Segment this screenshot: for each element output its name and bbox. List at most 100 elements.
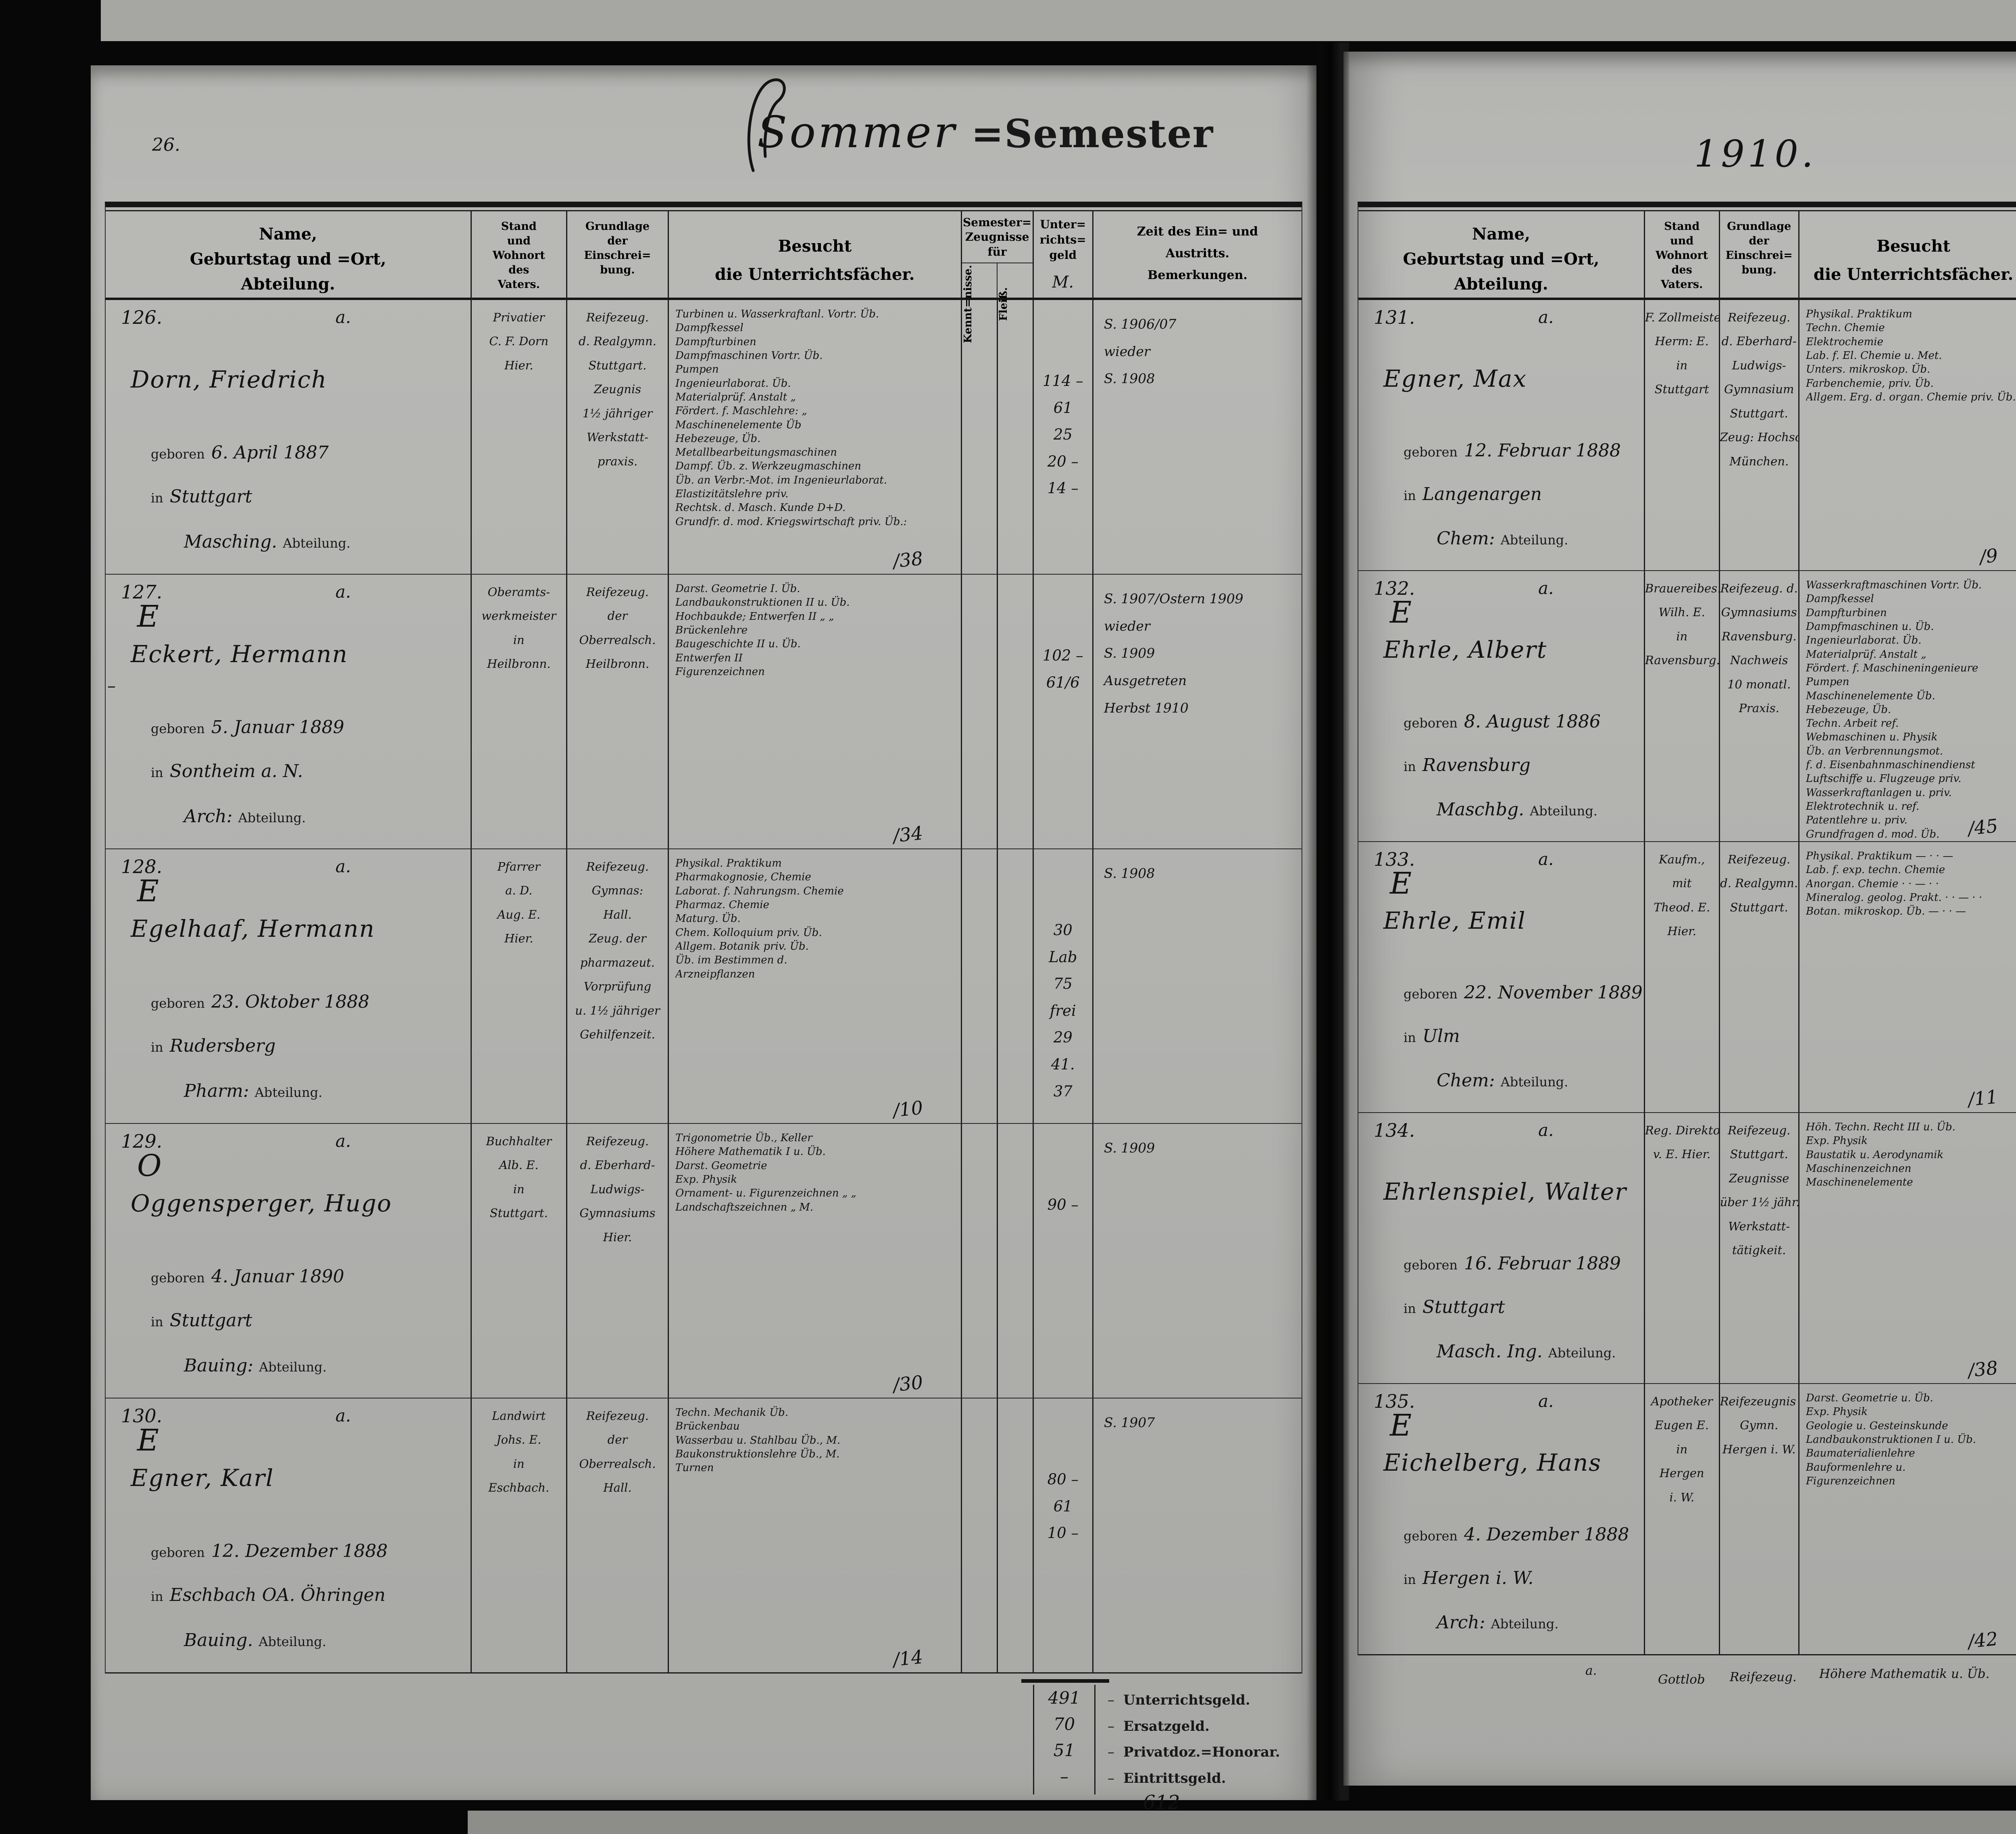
photo-background-bottom <box>468 1811 2016 1834</box>
fleiss-cell <box>996 300 1033 574</box>
register-page-right: 27. 1910. Name,Geburtstag und =Ort,Abtei… <box>1343 52 2016 1786</box>
abteilung-label: Abteilung. <box>1500 1074 1568 1090</box>
register-row: 128. a. E Egelhaaf, Hermann geboren 23. O… <box>106 848 1302 1123</box>
book-gutter-shadow <box>1306 42 1349 1801</box>
abteilung-label: Abteilung. <box>258 1634 327 1649</box>
zeit-bemerkungen-cell: S. 1906/07 wieder S. 1908 <box>1092 300 1302 574</box>
hours-tally: /11 <box>1967 1086 1999 1111</box>
abteilung-line: Maschbg. Abteilung. <box>1430 799 1597 820</box>
birthplace-line: in Stuttgart <box>151 486 252 507</box>
grundlage-cell: Reifezeug. d. Realgymn. Stuttgart. <box>1718 842 1798 1112</box>
initial-flourish: E <box>137 599 159 634</box>
abteilung-line: Masch. Ing. Abteilung. <box>1430 1341 1616 1362</box>
entry-section-letter: a. <box>335 307 351 327</box>
zeit-bemerkungen-cell: S. 1907/Ostern 1909 wieder S. 1909 Ausgetre… <box>1092 575 1302 848</box>
entry-name-cell: 135. a. E Eichelberg, Hans geboren 4. Dez… <box>1358 1384 1644 1654</box>
grundlage-cell: Reifezeug. d. Gymnasiums Ravensburg. Nachwe… <box>1718 571 1798 841</box>
entry-name-cell: – 127. a. E Eckert, Hermann geboren 5. Ja… <box>106 575 471 848</box>
father-stand-cell: Landwirt Johs. E. in Eschbach. <box>470 1398 566 1672</box>
entry-name-cell: 134. a. Ehrlenspiel, Walter geboren 16. F… <box>1358 1113 1644 1383</box>
father-stand-cell: Reg. Direktor v. E. Hier. <box>1643 1113 1719 1383</box>
birthplace-line: in Stuttgart <box>1404 1297 1505 1317</box>
zeit-bemerkungen-cell: S. 1908 <box>1092 849 1302 1123</box>
father-stand-cell: Kaufm., mit Theod. E. Hier. <box>1643 842 1719 1112</box>
birthplace-value: Rudersberg <box>169 1035 276 1056</box>
birthplace-line: in Stuttgart <box>151 1310 252 1331</box>
header-name-column: Name, Geburtstag und =Ort, Abteilung. <box>1403 225 1599 294</box>
subject-list: Höh. Techn. Recht III u. Üb. Exp. Physik B… <box>1806 1121 1956 1189</box>
student-name: Egner, Karl <box>131 1464 274 1492</box>
subjects-cell: Höh. Techn. Recht III u. Üb. Exp. Physik B… <box>1798 1113 2016 1383</box>
birthplace-value: Eschbach OA. Öhringen <box>169 1584 386 1605</box>
fragment-grundlage: Reifezeug. <box>1730 1670 1797 1684</box>
grundlage-cell: Reifezeug. d. Eberhard- Ludwigs- Gymnasiums… <box>566 1124 668 1398</box>
geboren-label: geboren <box>151 996 205 1011</box>
entry-section-letter: a. <box>335 857 351 876</box>
header-grundlage-column: Grundlage der Einschrei= bung. <box>566 211 668 345</box>
initial-flourish: E <box>137 874 159 909</box>
entry-number: 128. <box>121 856 162 877</box>
fleiss-cell <box>996 1124 1033 1398</box>
birthplace-line: in Langenargen <box>1404 484 1542 504</box>
hours-tally: /38 <box>891 547 924 572</box>
register-row: 130. a. E Egner, Karl geboren 12. Dezembe… <box>106 1398 1302 1672</box>
abteilung-value: Arch: <box>184 806 233 827</box>
entry-number: 129. <box>121 1130 162 1152</box>
abteilung-line: Bauing. Abteilung. <box>177 1630 326 1651</box>
birthdate-line: geboren 4. Januar 1890 <box>151 1266 344 1287</box>
geboren-label: geboren <box>1404 986 1458 1002</box>
abteilung-label: Abteilung. <box>254 1084 323 1100</box>
abteilung-value: Pharm: <box>184 1080 249 1101</box>
in-label: in <box>1404 759 1416 774</box>
hours-tally: /45 <box>1967 815 1999 840</box>
zeit-bemerkungen-cell: S. 1909 <box>1092 1124 1302 1398</box>
student-name: Oggensperger, Hugo <box>131 1189 392 1217</box>
grundlage-cell: Reifezeugnis d.Gymn.Hergen i. W. <box>1718 1384 1798 1654</box>
student-name: Eichelberg, Hans <box>1383 1448 1602 1476</box>
birthplace-line: in Ulm <box>1404 1026 1460 1046</box>
entry-number: 130. <box>121 1405 162 1427</box>
register-row: 133. a. E Ehrle, Emil geboren 22. Novembe… <box>1358 841 2016 1112</box>
register-row: 129. a. O Oggensperger, Hugo geboren 4. J… <box>106 1123 1302 1398</box>
geboren-label: geboren <box>1404 1257 1458 1273</box>
birthplace-value: Ulm <box>1422 1025 1460 1046</box>
birthdate-value: 12. Dezember 1888 <box>211 1541 388 1562</box>
in-label: in <box>1404 488 1416 503</box>
subjects-cell: Physikal. Praktikum — · · — Lab. f. exp. … <box>1798 842 2016 1112</box>
abteilung-value: Maschbg. <box>1437 799 1524 820</box>
entry-section-letter: a. <box>335 1406 351 1426</box>
student-name: Egelhaaf, Hermann <box>131 915 375 942</box>
father-stand-cell: Buchhalter Alb. E. in Stuttgart. <box>470 1124 566 1398</box>
subject-list: Turbinen u. Wasserkraftanl. Vortr. Üb. Da… <box>675 308 907 528</box>
student-name: Ehrle, Emil <box>1383 907 1526 934</box>
header-zeugnisse-title: Semester= Zeugnisse für <box>962 211 1033 264</box>
abteilung-value: Arch: <box>1437 1612 1485 1633</box>
fragment-section-letter: a. <box>1585 1663 1597 1678</box>
birthdate-value: 5. Januar 1889 <box>211 717 344 738</box>
birthdate-line: geboren 8. August 1886 <box>1404 711 1601 732</box>
page-title: Sommer =Semester <box>747 78 1214 172</box>
father-stand-cell: Oberamts-werkmeister in Heilbronn. <box>470 575 566 848</box>
subjects-cell: Physikal. Praktikum Pharmakognosie, Chemi… <box>668 849 961 1123</box>
subjects-cell: Physikal. Praktikum Techn. Chemie Elektroc… <box>1798 300 2016 570</box>
father-stand-cell: Apotheker Eugen E. in Hergen i. W. <box>1643 1384 1719 1654</box>
table-header-row: Name, Geburtstag und =Ort, Abteilung. Stan… <box>1358 211 2016 345</box>
hours-tally: /14 <box>891 1646 924 1671</box>
birthdate-line: geboren 23. Oktober 1888 <box>151 992 369 1012</box>
subject-list: Physikal. Praktikum Pharmakognosie, Chemi… <box>675 857 844 980</box>
father-stand-cell: Pfarrer a. D. Aug. E. Hier. <box>470 849 566 1123</box>
birthdate-value: 23. Oktober 1888 <box>211 992 370 1013</box>
kenntnisse-cell <box>960 575 997 848</box>
entry-section-letter: a. <box>335 582 351 602</box>
father-stand-cell: Privatier C. F. Dorn Hier. <box>470 300 566 574</box>
birthdate-value: 4. Dezember 1888 <box>1464 1524 1629 1545</box>
subject-list: Trigonometrie Üb., Keller Höhere Mathemat… <box>675 1132 856 1213</box>
subject-list: Wasserkraftmaschinen Vortr. Üb. Dampfkess… <box>1806 579 1982 840</box>
abteilung-label: Abteilung. <box>259 1359 327 1375</box>
in-label: in <box>1404 1300 1416 1316</box>
register-row: 132. a. E Ehrle, Albert geboren 8. August… <box>1358 570 2016 841</box>
birthplace-value: Ravensburg <box>1422 754 1531 775</box>
birthplace-value: Stuttgart <box>1422 1296 1505 1317</box>
entry-number: 131. <box>1374 306 1415 328</box>
